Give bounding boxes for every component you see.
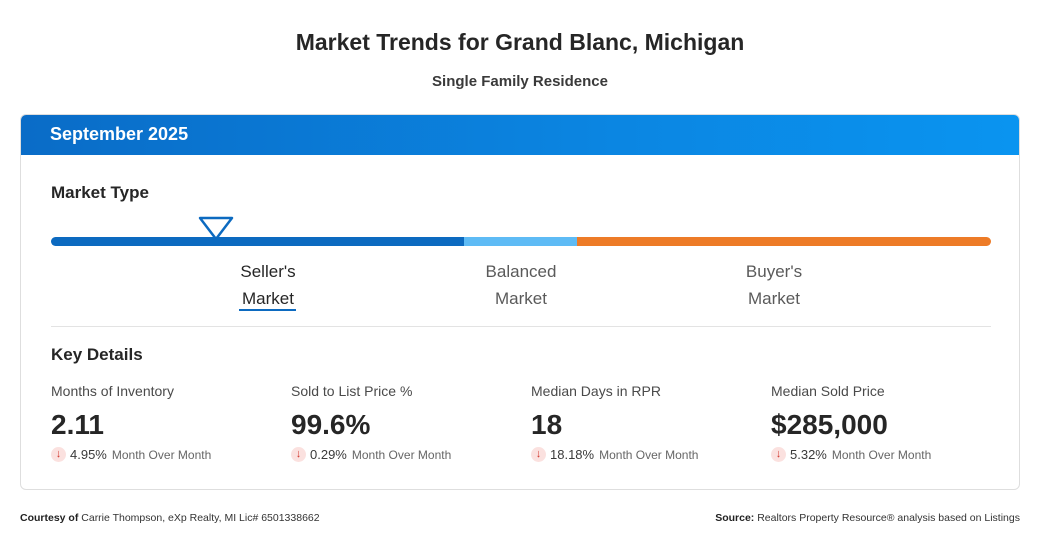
metric-sold-to-list-price: Sold to List Price % 99.6% ↓ 0.29% Month… <box>291 383 521 462</box>
market-label-seller-line2: Market <box>242 289 294 308</box>
footer-source: Source: Realtors Property Resource® anal… <box>715 512 1020 524</box>
arrow-down-icon: ↓ <box>291 447 306 462</box>
market-label-seller-line1: Seller's <box>240 262 296 281</box>
metric-value: 18 <box>531 409 563 440</box>
key-details-heading: Key Details <box>51 345 143 364</box>
metric-change-period: Month Over Month <box>351 447 452 462</box>
scale-segment-buyer <box>577 237 991 246</box>
metric-median-days-in-rpr: Median Days in RPR 18 ↓ 18.18% Month Ove… <box>531 383 761 462</box>
footer-source-text: Realtors Property Resource® analysis bas… <box>757 512 1020 524</box>
metric-change-period: Month Over Month <box>831 447 932 462</box>
section-divider <box>51 326 991 327</box>
metric-change-percent: 0.29% <box>310 447 347 462</box>
metric-change: ↓ 0.29% Month Over Month <box>291 447 521 462</box>
metric-value: $285,000 <box>771 409 888 440</box>
metric-change-percent: 4.95% <box>70 447 107 462</box>
metric-change-period: Month Over Month <box>111 447 212 462</box>
metric-change: ↓ 18.18% Month Over Month <box>531 447 761 462</box>
metric-label: Median Days in RPR <box>531 383 661 399</box>
metric-label: Months of Inventory <box>51 383 174 399</box>
arrow-down-icon: ↓ <box>531 447 546 462</box>
metric-change-percent: 5.32% <box>790 447 827 462</box>
market-label-balanced: Balanced Market <box>461 258 581 312</box>
market-type-scale <box>51 237 991 246</box>
triangle-marker-icon <box>198 216 234 241</box>
market-trends-card: September 2025 Market Type Seller's Mark… <box>20 114 1020 490</box>
metric-value: 2.11 <box>51 409 104 440</box>
page-title: Market Trends for Grand Blanc, Michigan <box>295 29 745 55</box>
metric-median-sold-price: Median Sold Price $285,000 ↓ 5.32% Month… <box>771 383 1001 462</box>
market-label-buyer: Buyer's Market <box>714 258 834 312</box>
metric-value: 99.6% <box>291 409 371 440</box>
footer-source-label: Source: <box>715 512 755 524</box>
footer-courtesy-label: Courtesy of <box>20 512 79 524</box>
scale-segment-balanced <box>464 237 577 246</box>
footer-courtesy: Courtesy of Carrie Thompson, eXp Realty,… <box>20 512 320 524</box>
page-subtitle: Single Family Residence <box>432 73 608 90</box>
card-header-period: September 2025 <box>21 115 1019 155</box>
selected-market-underline <box>239 309 296 311</box>
metric-label: Median Sold Price <box>771 383 885 399</box>
market-label-seller: Seller's Market <box>208 258 328 312</box>
market-type-heading: Market Type <box>51 183 149 202</box>
metric-months-of-inventory: Months of Inventory 2.11 ↓ 4.95% Month O… <box>51 383 281 462</box>
metric-change: ↓ 4.95% Month Over Month <box>51 447 281 462</box>
metric-change-percent: 18.18% <box>550 447 595 462</box>
metric-change-period: Month Over Month <box>599 447 699 462</box>
footer-courtesy-text: Carrie Thompson, eXp Realty, MI Lic# 650… <box>81 512 320 524</box>
market-label-balanced-line2: Market <box>495 289 547 308</box>
arrow-down-icon: ↓ <box>771 447 786 462</box>
scale-segment-seller <box>51 237 464 246</box>
market-label-buyer-line2: Market <box>748 289 800 308</box>
market-label-buyer-line1: Buyer's <box>745 262 803 281</box>
metric-label: Sold to List Price % <box>291 383 413 399</box>
arrow-down-icon: ↓ <box>51 447 66 462</box>
market-label-balanced-line1: Balanced <box>485 262 557 281</box>
metric-change: ↓ 5.32% Month Over Month <box>771 447 1001 462</box>
